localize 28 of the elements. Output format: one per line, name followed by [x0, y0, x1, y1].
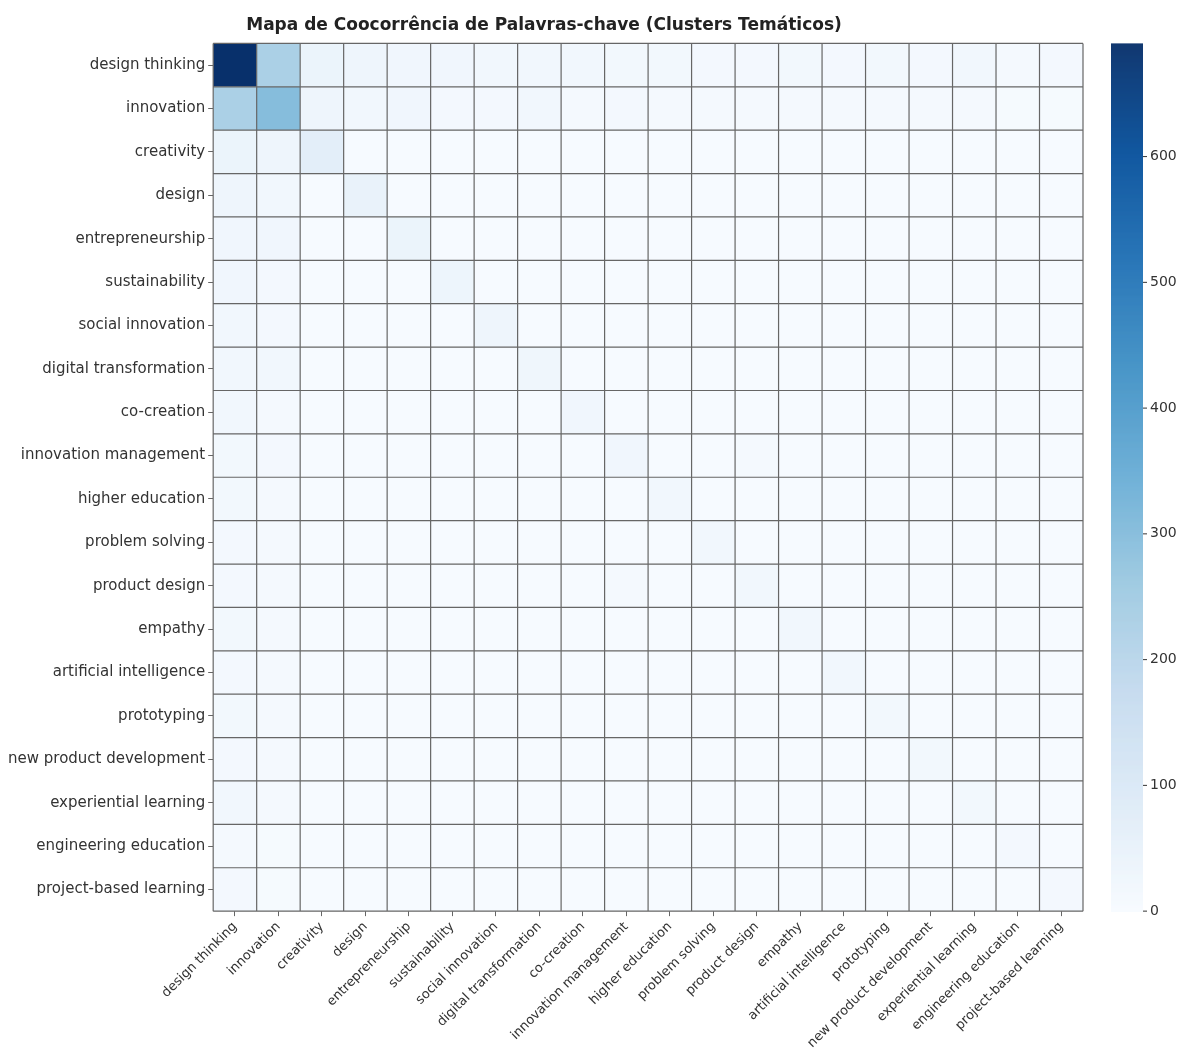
y-tick-label: co-creation	[120, 402, 206, 421]
y-tick-label: innovation	[126, 98, 206, 117]
y-tick-label: artificial intelligence	[52, 662, 206, 681]
y-tick-label: innovation management	[20, 445, 206, 464]
y-tick-label: engineering education	[36, 835, 206, 854]
color-bar-label: 200	[1150, 650, 1177, 667]
y-tick-label: design thinking	[89, 54, 206, 73]
y-tick-label: project-based learning	[36, 879, 206, 898]
y-tick-label: entrepreneurship	[75, 228, 206, 247]
y-tick-label: social innovation	[78, 315, 206, 334]
color-bar-label: 400	[1150, 398, 1177, 415]
y-tick-label: digital transformation	[42, 358, 206, 377]
color-bar-label: 0	[1150, 901, 1159, 918]
y-tick-label: creativity	[134, 141, 206, 160]
y-tick-label: prototyping	[118, 705, 206, 724]
color-bar-label: 100	[1150, 776, 1177, 793]
y-tick-label: sustainability	[105, 271, 206, 290]
color-bar-label: 300	[1150, 524, 1177, 541]
y-tick-label: design	[155, 185, 206, 204]
y-tick-label: new product development	[8, 749, 206, 768]
chart-title: Mapa de Coocorrência de Palavras-chave (Clusters Temáticos)	[246, 13, 842, 34]
y-tick-label: product design	[92, 575, 206, 594]
y-tick-label: problem solving	[85, 532, 206, 551]
y-tick-label: empathy	[138, 619, 206, 638]
y-tick-label: experiential learning	[50, 792, 206, 811]
color-bar-label: 600	[1150, 147, 1177, 164]
y-tick-label: higher education	[77, 488, 206, 507]
color-bar-label: 500	[1150, 272, 1177, 289]
